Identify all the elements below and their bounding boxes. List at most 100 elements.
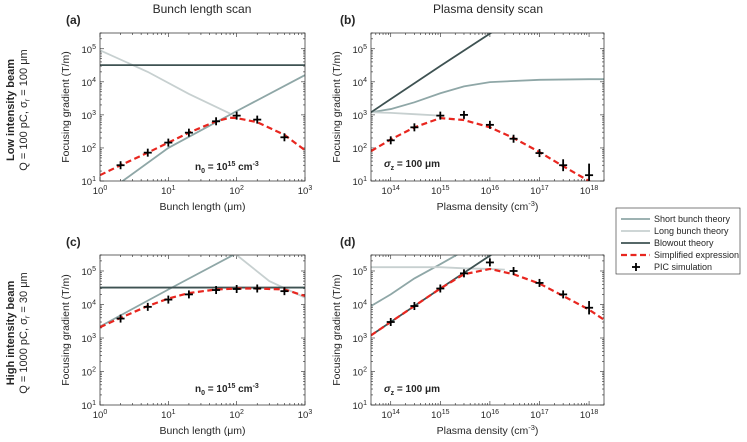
y-axis-label: Focusing gradient (T/m) — [331, 274, 343, 385]
y-tick-label: 101 — [353, 400, 368, 412]
y-tick-label: 104 — [82, 299, 97, 311]
pic-point — [509, 134, 518, 143]
panel-annotation: σz = 100 μm — [384, 384, 440, 397]
x-tick-label: 101 — [161, 409, 176, 421]
pic-point — [253, 284, 262, 293]
legend-entry: PIC simulation — [632, 262, 712, 272]
pic-point — [253, 115, 262, 124]
series-pic-simulation — [116, 111, 289, 170]
y-tick-label: 103 — [82, 333, 97, 345]
y-axis-label: Focusing gradient (T/m) — [331, 51, 343, 162]
series-pic-simulation — [116, 284, 289, 323]
x-axis-label: Bunch length (μm) — [159, 201, 245, 213]
row-title-high-main: High intensity beam — [5, 281, 17, 386]
pic-point — [559, 290, 568, 299]
pic-point — [559, 159, 568, 172]
series-simplified-expression — [371, 267, 604, 337]
legend-entry: Long bunch theory — [621, 226, 729, 236]
y-tick-label: 104 — [353, 77, 368, 89]
axes-frame — [99, 32, 306, 182]
legend-label: Long bunch theory — [654, 226, 729, 236]
chart-panel-4: 1014 1015 1016 1017 1018 101 102 103 104 105 Plasm… — [331, 235, 605, 437]
series-short-bunch-theory — [371, 78, 604, 114]
x-axis-label: Plasma density (cm-3) — [437, 423, 539, 437]
pic-point — [386, 136, 395, 145]
chart-panel-2: 1014 1015 1016 1017 1018 101 102 103 104 105 Plasm… — [331, 13, 605, 213]
row-title-low-main: Low intensity beam — [5, 59, 17, 161]
pic-point — [212, 117, 221, 126]
x-tick-label: 1015 — [431, 409, 449, 421]
pic-point — [116, 314, 125, 323]
x-tick-label: 102 — [229, 185, 244, 197]
axes-frame — [99, 254, 306, 406]
axes-frame — [370, 254, 605, 406]
legend-entry: Simplified expression — [621, 250, 739, 260]
y-tick-label: 102 — [353, 366, 368, 378]
panel-annotation: σz = 100 μm — [384, 159, 440, 172]
pic-point — [436, 111, 445, 120]
legend-entry: Blowout theory — [621, 238, 714, 248]
row-title-low-intensity: Low intensity beam Q = 100 pC, σr = 100 … — [5, 49, 32, 170]
x-tick-label: 1016 — [481, 409, 499, 421]
pic-point — [485, 258, 494, 267]
x-tick-label: 1014 — [382, 185, 400, 197]
pic-point — [509, 266, 518, 275]
plot-area — [371, 255, 604, 405]
x-tick-label: 100 — [93, 409, 108, 421]
legend-entry: Short bunch theory — [621, 214, 731, 224]
y-tick-label: 103 — [82, 110, 97, 122]
panel-annotation: n0 = 1015 cm-3 — [195, 161, 259, 175]
pic-point — [585, 301, 594, 315]
y-tick-label: 101 — [353, 176, 368, 188]
plot-area — [371, 33, 604, 181]
pic-point — [386, 318, 395, 327]
x-tick-label: 1015 — [431, 185, 449, 197]
x-tick-label: 1017 — [530, 409, 548, 421]
series-simplified-expression — [100, 287, 305, 329]
y-tick-label: 101 — [82, 400, 97, 412]
legend-label: Simplified expression — [654, 250, 739, 260]
panel-label: (d) — [340, 235, 355, 249]
y-tick-label: 104 — [353, 299, 368, 311]
axes-frame — [370, 32, 605, 182]
pic-point — [535, 278, 544, 287]
series-blowout-theory — [371, 33, 493, 114]
x-axis-label: Plasma density (cm-3) — [437, 199, 539, 213]
y-tick-label: 103 — [353, 110, 368, 122]
x-tick-label: 1016 — [481, 185, 499, 197]
x-tick-label: 101 — [161, 185, 176, 197]
pic-point — [410, 302, 419, 311]
pic-point — [164, 295, 173, 304]
series-long-bunch-theory — [100, 49, 231, 115]
pic-point — [212, 286, 221, 295]
pic-point — [436, 284, 445, 293]
y-tick-label: 103 — [353, 333, 368, 345]
pic-point — [184, 128, 193, 137]
pic-point — [143, 148, 152, 157]
pic-point — [585, 163, 594, 181]
pic-point — [232, 284, 241, 293]
series-group — [371, 33, 604, 181]
series-pic-simulation — [386, 110, 594, 181]
series-short-bunch-theory — [100, 255, 236, 328]
y-tick-label: 104 — [82, 77, 97, 89]
pic-point — [280, 133, 289, 142]
legend-label: Short bunch theory — [654, 214, 731, 224]
y-tick-label: 102 — [82, 366, 97, 378]
pic-point — [459, 110, 468, 119]
series-long-bunch-theory — [371, 111, 441, 117]
row-title-low-sub: Q = 100 pC, σr = 100 μm — [18, 49, 32, 170]
y-axis-label: Focusing gradient (T/m) — [60, 274, 72, 385]
column-title-bunch-length: Bunch length scan — [153, 2, 252, 16]
y-tick-label: 101 — [82, 176, 97, 188]
y-tick-label: 105 — [82, 266, 97, 278]
x-tick-label: 1018 — [580, 409, 598, 421]
panel-label: (a) — [66, 13, 81, 27]
y-tick-label: 105 — [353, 44, 368, 56]
pic-point — [410, 123, 419, 132]
pic-point — [232, 111, 241, 120]
pic-point — [459, 269, 468, 278]
